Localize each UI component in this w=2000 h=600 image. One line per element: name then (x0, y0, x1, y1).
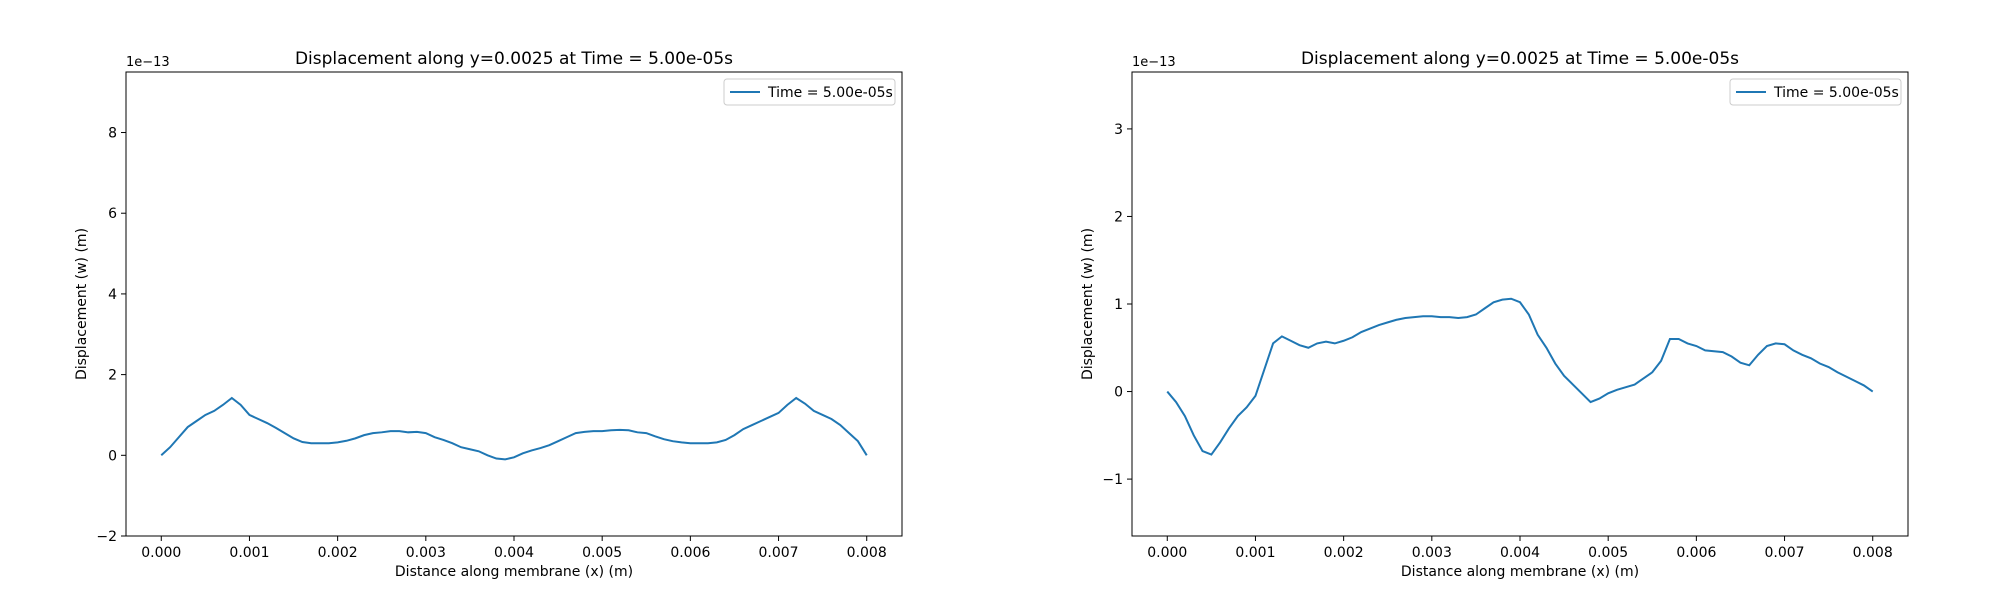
chart-right-y-ticks: −1 0 1 2 3 (1102, 122, 1132, 488)
chart-right-title: Displacement along y=0.0025 at Time = 5.… (1301, 49, 1739, 69)
chart-right-x-tick-label: 0.006 (1676, 545, 1716, 561)
chart-left-x-tick-label: 0.006 (670, 545, 710, 561)
chart-right-series-line (1166, 297, 1874, 456)
chart-left-y-tick-label: 2 (108, 368, 117, 384)
chart-left-x-tick-label: 0.004 (494, 545, 534, 561)
chart-left-y-tick-label: 6 (108, 206, 117, 222)
chart-right-y-tick-label: 2 (1114, 209, 1123, 225)
chart-right-y-tick-label: 1 (1114, 297, 1123, 313)
chart-right-x-tick-label: 0.002 (1324, 545, 1364, 561)
chart-left-x-axis-label: Distance along membrane (x) (m) (395, 564, 633, 580)
chart-right-y-tick-label: −1 (1102, 472, 1123, 488)
chart-left-legend: Time = 5.00e-05s (723, 78, 896, 106)
chart-left-x-tick-label: 0.005 (582, 545, 622, 561)
chart-left-series-line (160, 396, 868, 461)
chart-right: Displacement along y=0.0025 at Time = 5.… (1080, 49, 1909, 580)
chart-right-x-tick-label: 0.004 (1500, 545, 1540, 561)
chart-right-x-tick-label: 0.000 (1147, 545, 1187, 561)
chart-right-y-axis-label: Displacement (w) (m) (1080, 228, 1096, 380)
chart-left-y-tick-label: 4 (108, 287, 117, 303)
chart-right-x-axis-label: Distance along membrane (x) (m) (1401, 564, 1639, 580)
chart-left: Displacement along y=0.0025 at Time = 5.… (74, 49, 903, 580)
chart-right-y-offset-label: 1e−13 (1132, 55, 1176, 70)
chart-right-legend-label: Time = 5.00e-05s (1773, 85, 1899, 101)
chart-left-title: Displacement along y=0.0025 at Time = 5.… (295, 49, 733, 69)
chart-right-y-tick-label: 3 (1114, 122, 1123, 138)
chart-left-legend-box (723, 78, 896, 106)
chart-left-y-tick-label: 0 (108, 448, 117, 464)
chart-left-x-tick-label: 0.000 (141, 545, 181, 561)
chart-left-y-axis-label: Displacement (w) (m) (74, 228, 90, 380)
chart-left-x-tick-label: 0.002 (318, 545, 358, 561)
chart-left-legend-label: Time = 5.00e-05s (767, 85, 893, 101)
chart-left-x-ticks: 0.000 0.001 0.002 0.003 0.004 0.005 0.006 0.007… (141, 536, 887, 561)
chart-right-x-ticks: 0.000 0.001 0.002 0.003 0.004 0.005 0.006 0.007… (1147, 536, 1893, 561)
chart-right-legend-box (1729, 78, 1902, 106)
chart-left-x-tick-label: 0.001 (229, 545, 269, 561)
chart-left-x-tick-label: 0.003 (406, 545, 446, 561)
chart-right-legend: Time = 5.00e-05s (1729, 78, 1902, 106)
chart-right-y-tick-label: 0 (1114, 385, 1123, 401)
chart-right-x-tick-label: 0.005 (1588, 545, 1628, 561)
chart-left-x-tick-label: 0.008 (847, 545, 887, 561)
chart-left-y-tick-label: 8 (108, 126, 117, 142)
chart-left-y-ticks: −2 0 2 4 6 8 (96, 126, 126, 545)
chart-right-x-tick-label: 0.008 (1853, 545, 1893, 561)
chart-left-y-offset-label: 1e−13 (126, 55, 170, 70)
chart-right-x-tick-label: 0.007 (1764, 545, 1804, 561)
chart-left-y-tick-label: −2 (96, 529, 117, 545)
chart-left-x-tick-label: 0.007 (758, 545, 798, 561)
chart-right-x-tick-label: 0.003 (1412, 545, 1452, 561)
chart-right-x-tick-label: 0.001 (1235, 545, 1275, 561)
